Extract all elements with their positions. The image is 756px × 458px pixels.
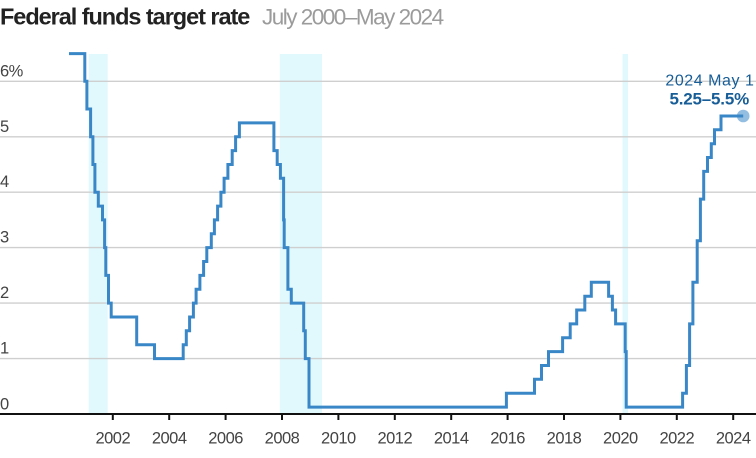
svg-text:2006: 2006 [208, 429, 243, 447]
svg-text:4: 4 [0, 173, 9, 191]
svg-text:2018: 2018 [547, 429, 582, 447]
svg-text:Federal funds target rate: Federal funds target rate [0, 4, 250, 30]
svg-text:2024 May 1: 2024 May 1 [665, 72, 754, 89]
svg-text:5: 5 [0, 118, 9, 136]
svg-text:2016: 2016 [490, 429, 525, 447]
svg-text:3: 3 [0, 229, 9, 247]
svg-text:2010: 2010 [321, 429, 356, 447]
svg-text:6%: 6% [0, 62, 24, 80]
svg-text:2020: 2020 [603, 429, 638, 447]
svg-text:2008: 2008 [265, 429, 300, 447]
svg-text:2004: 2004 [152, 429, 187, 447]
svg-text:1: 1 [0, 340, 9, 358]
svg-text:2: 2 [0, 284, 9, 302]
svg-text:0: 0 [0, 396, 9, 414]
svg-text:5.25–5.5%: 5.25–5.5% [670, 90, 750, 109]
svg-text:2012: 2012 [377, 429, 412, 447]
svg-text:July 2000–May 2024: July 2000–May 2024 [262, 5, 444, 30]
svg-text:2002: 2002 [95, 429, 130, 447]
svg-text:2024: 2024 [716, 429, 751, 447]
svg-text:2014: 2014 [434, 429, 469, 447]
svg-text:2022: 2022 [659, 429, 694, 447]
